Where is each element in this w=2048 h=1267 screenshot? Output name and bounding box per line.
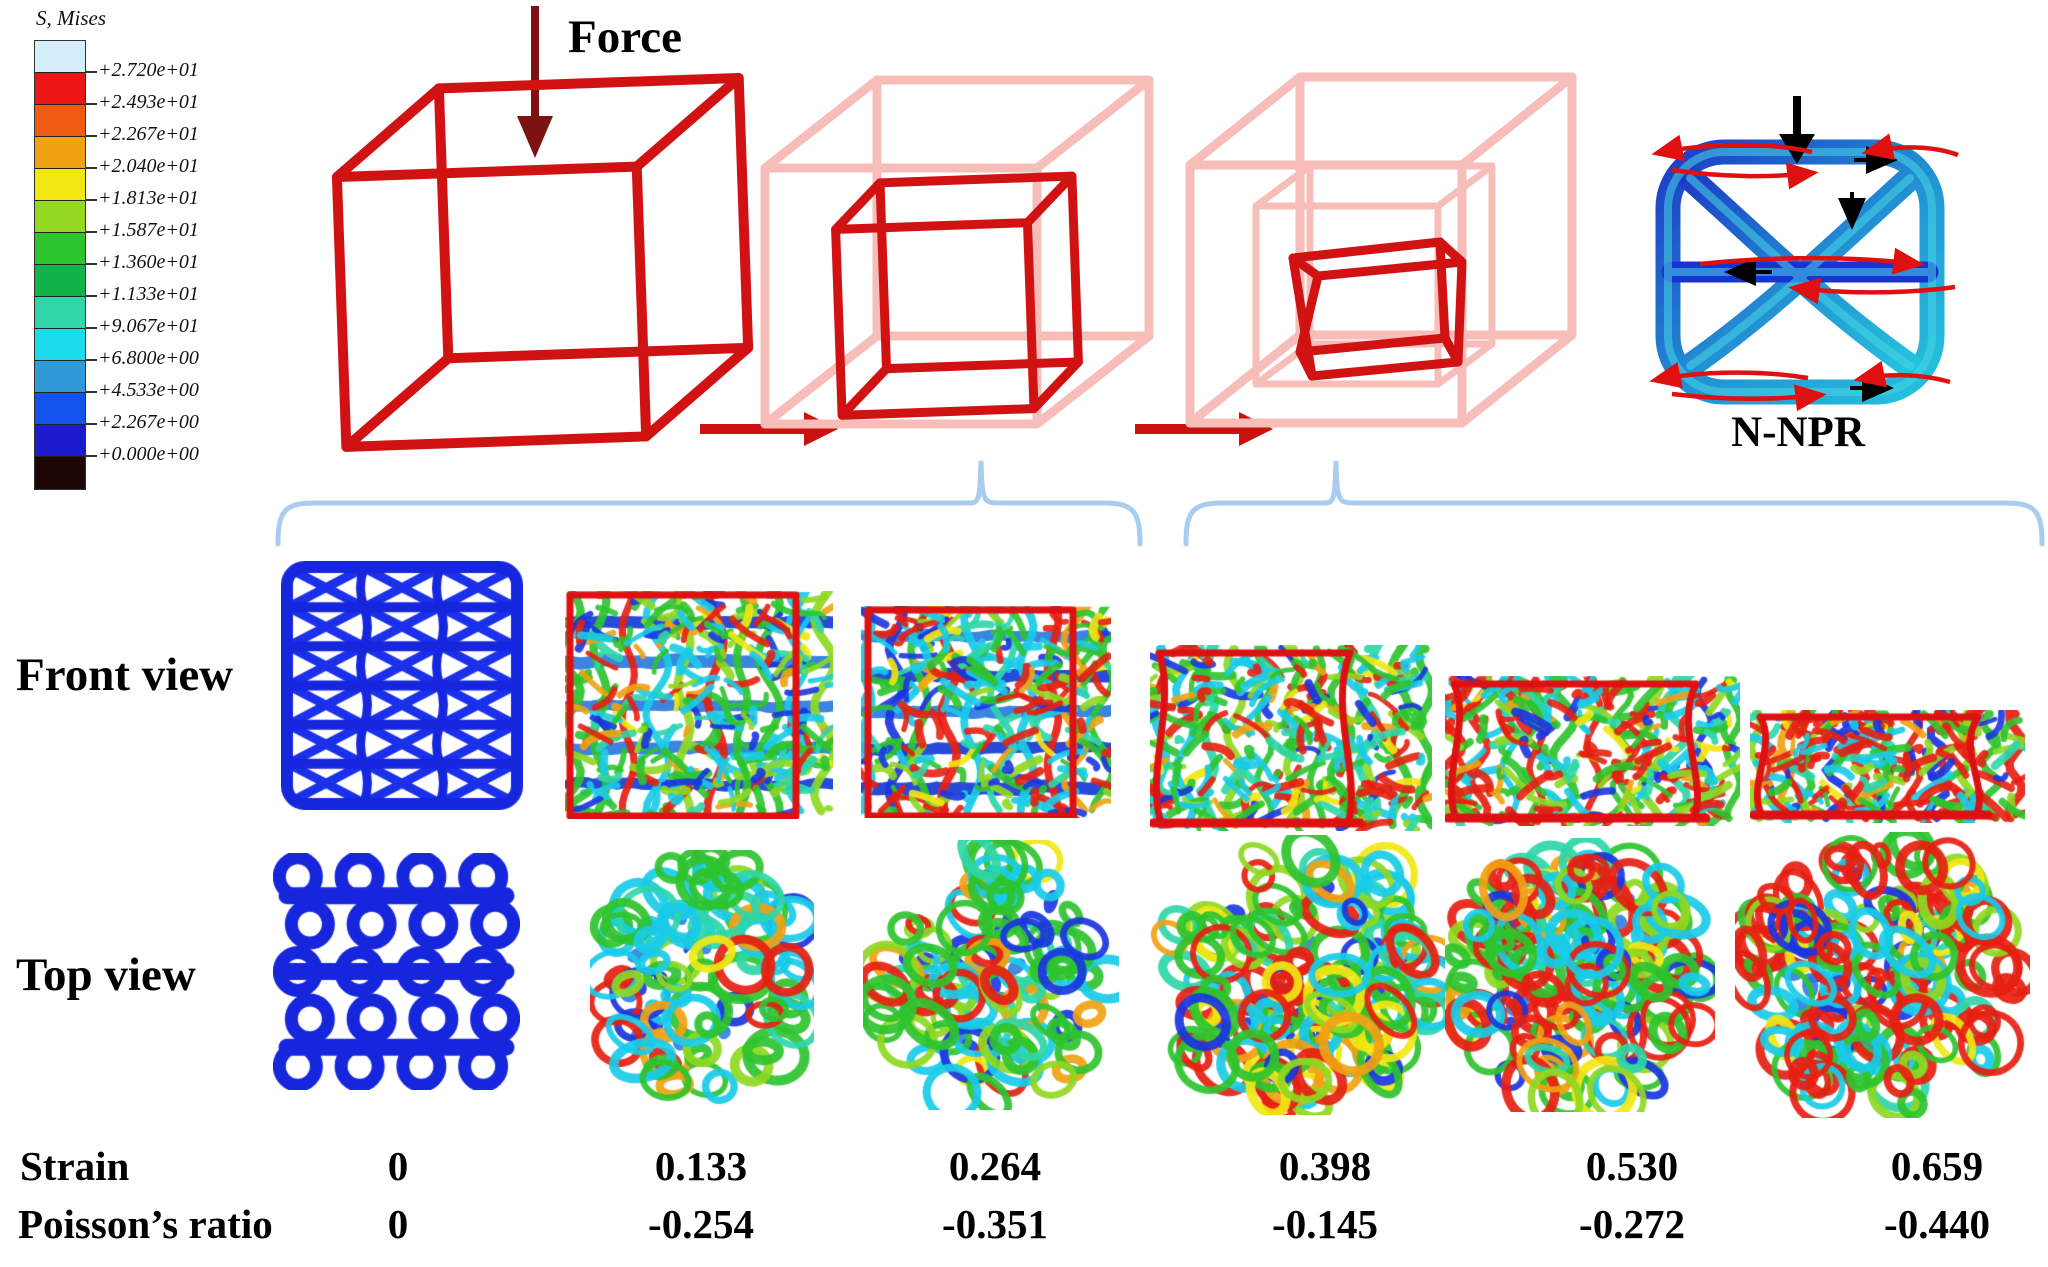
cube-compressed-2 — [831, 171, 1083, 420]
front-view-sim-1 — [281, 561, 523, 810]
strain-value-5: 0.530 — [1585, 1143, 1679, 1189]
cube-ghost-2 — [760, 75, 1154, 429]
top-view-sim-3 — [863, 840, 1119, 1110]
front-view-sim-6 — [1750, 710, 2025, 823]
legend-tick-label: +2.720e+01 — [85, 59, 199, 81]
legend-tick-label: +1.360e+01 — [85, 251, 199, 273]
legend-tick-label: +6.800e+00 — [85, 347, 199, 369]
strain-value-3: 0.264 — [948, 1143, 1042, 1189]
poisson-value-3: -0.351 — [942, 1201, 1048, 1247]
poisson-value-5: -0.272 — [1579, 1201, 1685, 1247]
legend-band — [35, 105, 85, 137]
cube-twisted-3 — [1288, 237, 1467, 381]
front-view-sim-2 — [565, 591, 833, 819]
compression-schematic — [275, 6, 2045, 547]
legend-band — [35, 457, 85, 489]
step-arrow-1 — [700, 412, 838, 446]
top-view-sim-2 — [590, 850, 814, 1105]
legend-band — [35, 201, 85, 233]
brace-right — [1183, 460, 2045, 547]
legend-tick-label: +2.040e+01 — [85, 155, 199, 177]
strain-value-6: 0.659 — [1890, 1143, 1984, 1189]
legend-tick-label: +4.533e+00 — [85, 379, 199, 401]
legend-band — [35, 393, 85, 425]
brace-left — [275, 460, 1143, 547]
poisson-value-6: -0.440 — [1884, 1201, 1990, 1247]
legend-tick-label: +2.267e+00 — [85, 411, 199, 433]
strain-value-1: 0 — [387, 1143, 409, 1189]
legend-band — [35, 265, 85, 297]
poisson-value-4: -0.145 — [1272, 1201, 1378, 1247]
legend-band — [35, 169, 85, 201]
force-label: Force — [568, 11, 682, 63]
top-view-sim-6 — [1735, 832, 2030, 1118]
front-view-sim-4 — [1150, 645, 1432, 831]
legend-tick-label: +9.067e+01 — [85, 315, 199, 337]
poisson-row-label: Poisson’s ratio — [18, 1201, 273, 1247]
legend-band — [35, 329, 85, 361]
legend-tick-label: +1.813e+01 — [85, 187, 199, 209]
top-view-sim-4 — [1150, 835, 1445, 1115]
legend-band — [35, 425, 85, 457]
legend-band — [35, 41, 85, 73]
cube-ghost-3-mid — [1252, 162, 1496, 388]
legend-band — [35, 361, 85, 393]
front-view-label: Front view — [16, 649, 234, 701]
small-black-arrows — [1724, 146, 1898, 402]
legend-tick-label: +1.133e+01 — [85, 283, 199, 305]
legend-band — [35, 137, 85, 169]
top-view-label: Top view — [16, 949, 196, 1001]
poisson-value-1: 0 — [387, 1201, 409, 1247]
legend-tick-label: +1.587e+01 — [85, 219, 199, 241]
legend-band — [35, 73, 85, 105]
legend-tick-label: +2.267e+01 — [85, 123, 199, 145]
strain-value-4: 0.398 — [1278, 1143, 1372, 1189]
legend-tick-label: +2.493e+01 — [85, 91, 199, 113]
stress-legend: S, Mises +2.720e+01 +2.493e+01 +2.267e+0… — [26, 6, 266, 516]
legend-band — [35, 297, 85, 329]
legend-title: S, Mises — [36, 6, 106, 30]
legend-colorbar — [34, 40, 86, 490]
top-view-sim-5 — [1445, 838, 1715, 1112]
legend-band — [35, 233, 85, 265]
nnpr-unit-cell — [1649, 96, 1959, 412]
cube-initial — [331, 72, 754, 452]
strain-value-2: 0.133 — [654, 1143, 748, 1189]
top-view-sim-1 — [273, 853, 520, 1090]
poisson-value-2: -0.254 — [648, 1201, 754, 1247]
rotation-arrows — [1649, 133, 1959, 412]
front-view-sim-3 — [861, 606, 1111, 818]
nnpr-label: N-NPR — [1731, 409, 1865, 456]
step-arrow-2 — [1135, 412, 1273, 446]
front-view-sim-5 — [1445, 676, 1740, 826]
legend-tick-label: +0.000e+00 — [85, 443, 199, 465]
strain-row-label: Strain — [20, 1143, 130, 1189]
force-arrow-icon — [517, 6, 553, 158]
